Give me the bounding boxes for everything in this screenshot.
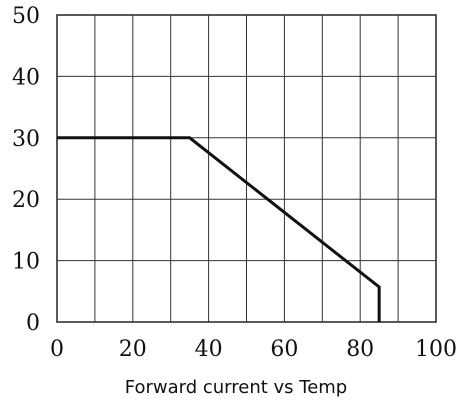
x-tick-label: 20 bbox=[119, 337, 147, 362]
y-tick-label: 0 bbox=[26, 311, 40, 336]
x-tick-label: 60 bbox=[270, 337, 298, 362]
x-axis-label: Forward current vs Temp bbox=[125, 377, 348, 398]
y-tick-label: 10 bbox=[12, 250, 40, 275]
series-line-1 bbox=[57, 136, 381, 322]
plot-grid bbox=[56, 14, 437, 323]
y-tick-label: 40 bbox=[12, 65, 40, 90]
x-tick-label: 100 bbox=[415, 337, 457, 362]
plot-series bbox=[57, 136, 381, 322]
x-tick-label: 0 bbox=[50, 337, 64, 362]
tick-labels: 0 20 40 60 80 100 0 10 20 30 40 50 bbox=[12, 4, 457, 362]
y-tick-label: 30 bbox=[12, 127, 40, 152]
x-tick-label: 80 bbox=[346, 337, 374, 362]
x-tick-label: 40 bbox=[195, 337, 223, 362]
y-tick-label: 50 bbox=[12, 4, 40, 29]
y-tick-label: 20 bbox=[12, 188, 40, 213]
